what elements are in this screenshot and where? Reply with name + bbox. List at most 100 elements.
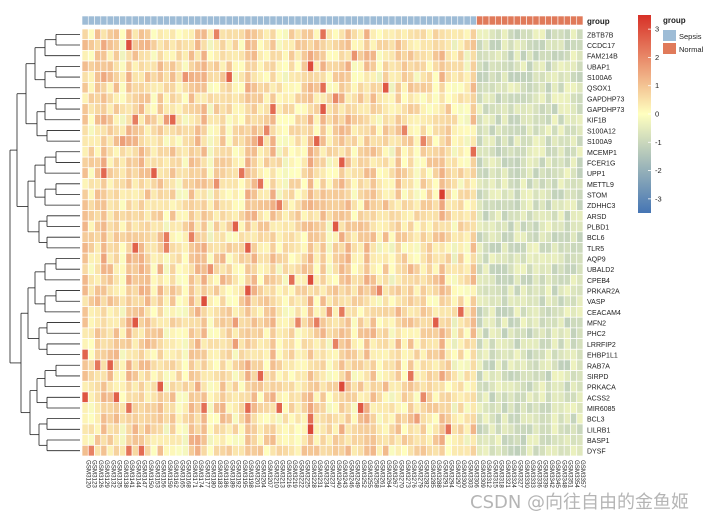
heatmap-cell [307,444,315,457]
heatmap-cell [382,135,390,147]
heatmap-cell [213,359,221,371]
heatmap-cell [419,348,427,361]
heatmap-cell [144,210,152,222]
heatmap-cell [100,82,108,94]
heatmap-cell [494,391,502,403]
heatmap-cell [344,39,352,51]
heatmap-cell [125,210,133,222]
heatmap-cell [426,316,434,329]
heatmap-cell [300,391,308,403]
heatmap-cell [344,380,352,393]
heatmap-cell [238,103,246,115]
heatmap-cell [476,434,484,446]
heatmap-cell [363,338,371,350]
heatmap-cell [300,284,308,297]
heatmap-cell [313,284,321,297]
heatmap-cell [576,231,584,243]
heatmap-cell [451,274,459,286]
heatmap-cell [332,167,340,179]
heatmap-cell [206,167,214,179]
heatmap-cell [494,412,502,425]
heatmap-cell [551,39,559,51]
heatmap-cell [138,306,145,318]
heatmap-cell [432,220,440,233]
heatmap-cell [106,60,114,73]
colorbar-tick-label: 0 [655,110,659,119]
watermark: CSDN @向往自由的金鱼姬 [470,492,690,513]
heatmap-cell [488,231,496,243]
heatmap-cell [501,178,509,190]
heatmap-cell [526,338,534,350]
heatmap-cell [94,146,102,158]
heatmap-cell [557,82,565,94]
heatmap-cell [231,220,239,233]
heatmap-cell [112,82,120,94]
heatmap-cell [87,242,95,254]
column-label: GSM3123 [91,460,98,488]
heatmap-cell [106,423,114,436]
heatmap-cell [169,146,177,158]
heatmap-cell [532,92,540,105]
heatmap-cell [119,391,127,403]
heatmap-cell [156,167,164,179]
row-label: STOM [587,192,607,199]
heatmap-cell [163,316,171,329]
heatmap-cell [200,359,208,371]
heatmap-cell [213,306,221,318]
heatmap-cell [257,274,264,286]
heatmap-cell [482,92,490,105]
heatmap-cell [551,263,559,275]
heatmap-cell [407,391,415,403]
heatmap-cell [563,60,571,73]
heatmap-cell [413,39,421,51]
heatmap-cell [288,423,296,436]
heatmap-cell [357,391,365,403]
heatmap-cell [507,220,515,233]
heatmap-cell [576,338,584,350]
heatmap-cell [144,92,152,105]
heatmap-cell [407,103,415,115]
heatmap-cell [576,380,584,393]
heatmap-cell [401,178,409,190]
heatmap-cell [444,71,452,83]
heatmap-cell [563,348,571,361]
heatmap-cell [87,178,95,190]
heatmap-cell [307,28,315,41]
heatmap-cell [482,39,490,51]
heatmap-cell [576,306,584,318]
heatmap-cell [319,156,327,169]
heatmap-cell [507,199,515,211]
heatmap-cell [225,423,233,436]
column-label: GSM3297 [454,460,461,488]
heatmap-cell [357,114,365,126]
heatmap-cell [257,210,264,222]
heatmap-cell [526,28,534,41]
heatmap-cell [219,60,227,73]
heatmap-cell [545,402,553,414]
heatmap-cell [332,210,340,222]
heatmap-cell [325,146,333,158]
heatmap-cell [482,199,490,211]
heatmap-cell [100,156,108,169]
heatmap-cell [457,146,465,158]
heatmap-cell [238,92,246,105]
heatmap-cell [269,444,277,457]
heatmap-cell [150,348,158,361]
heatmap-cell [238,156,246,169]
heatmap-cell [551,49,559,62]
heatmap-cell [513,370,521,382]
heatmap-cell [526,82,534,94]
heatmap-cell [532,284,540,297]
heatmap-cell [538,327,546,339]
heatmap-cell [125,391,133,403]
heatmap-cell [288,28,296,41]
heatmap-cell [112,391,120,403]
heatmap-cell [532,135,540,147]
heatmap-cell [219,92,227,105]
heatmap-cell [231,28,239,41]
heatmap-cell [538,434,546,446]
heatmap-cell [438,231,446,243]
heatmap-cell [119,220,127,233]
heatmap-cell [369,71,377,83]
heatmap-cell [307,60,315,73]
